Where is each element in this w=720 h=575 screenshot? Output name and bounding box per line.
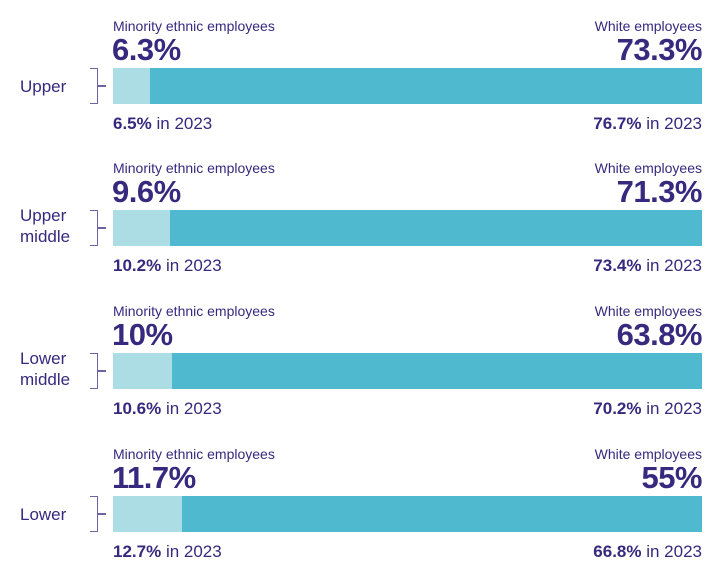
white-label: White employees (594, 18, 702, 34)
bracket-tick (98, 85, 106, 87)
bar-minority-segment (113, 496, 182, 532)
white-2023-value: 76.7% (593, 114, 642, 133)
bracket-tick (98, 370, 106, 372)
suffix-text: in 2023 (646, 114, 702, 133)
white-label: White employees (594, 160, 702, 176)
white-2023-note: 76.7% in 2023 (593, 114, 702, 134)
bar-white-segment (171, 353, 702, 389)
stacked-bar (113, 68, 702, 104)
white-2023-value: 70.2% (593, 399, 642, 418)
minority-label: Minority ethnic employees (113, 18, 275, 34)
bracket-mark (90, 68, 98, 104)
minority-value-label: 9.6% (112, 174, 181, 209)
minority-label: Minority ethnic employees (113, 446, 275, 462)
bar-minority-segment (113, 68, 151, 104)
white-2023-note: 70.2% in 2023 (593, 399, 702, 419)
minority-2023-value: 10.6% (113, 399, 162, 418)
suffix-text: in 2023 (646, 542, 702, 561)
bracket-mark (90, 353, 98, 389)
white-2023-value: 73.4% (593, 256, 642, 275)
bracket-tick (98, 227, 106, 229)
quartile-label: Upper (20, 76, 67, 96)
white-value-label: 73.3% (616, 32, 703, 67)
white-2023-value: 66.8% (593, 542, 642, 561)
suffix-text: in 2023 (646, 399, 702, 418)
minority-2023-note: 6.5% in 2023 (113, 114, 212, 134)
minority-label: Minority ethnic employees (113, 160, 275, 176)
stacked-bar (113, 353, 702, 389)
stacked-bar (113, 496, 702, 532)
quartile-label: Lower middle (20, 349, 71, 389)
white-label: White employees (594, 303, 702, 319)
quartile-row: Minority ethnic employees White employees… (0, 303, 720, 433)
minority-label: Minority ethnic employees (113, 303, 275, 319)
bracket-tick (98, 513, 106, 515)
minority-2023-note: 10.6% in 2023 (113, 399, 222, 419)
quartile-label: Upper middle (20, 206, 71, 246)
white-value-label: 71.3% (616, 174, 703, 209)
bar-white-segment (169, 210, 702, 246)
minority-value-label: 10% (112, 317, 173, 352)
suffix-text: in 2023 (156, 114, 213, 133)
bracket-mark (90, 496, 98, 532)
bracket-mark (90, 210, 98, 246)
quartile-row: Minority ethnic employees White employees… (0, 18, 720, 148)
minority-2023-value: 12.7% (113, 542, 162, 561)
white-2023-note: 66.8% in 2023 (593, 542, 702, 562)
suffix-text: in 2023 (165, 256, 222, 275)
white-value-label: 55% (641, 460, 702, 495)
minority-value-label: 6.3% (112, 32, 181, 67)
bar-white-segment (181, 496, 702, 532)
white-value-label: 63.8% (616, 317, 703, 352)
white-2023-note: 73.4% in 2023 (593, 256, 702, 276)
quartile-label: Lower (20, 504, 67, 524)
suffix-text: in 2023 (165, 399, 222, 418)
stacked-bar (113, 210, 702, 246)
minority-2023-value: 6.5% (113, 114, 152, 133)
minority-2023-note: 10.2% in 2023 (113, 256, 222, 276)
suffix-text: in 2023 (165, 542, 222, 561)
bar-white-segment (150, 68, 702, 104)
minority-value-label: 11.7% (112, 460, 196, 495)
white-label: White employees (594, 446, 702, 462)
bar-minority-segment (113, 210, 170, 246)
quartile-row: Minority ethnic employees White employees… (0, 160, 720, 290)
minority-2023-note: 12.7% in 2023 (113, 542, 222, 562)
bar-minority-segment (113, 353, 172, 389)
minority-2023-value: 10.2% (113, 256, 162, 275)
quartile-row: Minority ethnic employees White employees… (0, 446, 720, 575)
suffix-text: in 2023 (646, 256, 702, 275)
